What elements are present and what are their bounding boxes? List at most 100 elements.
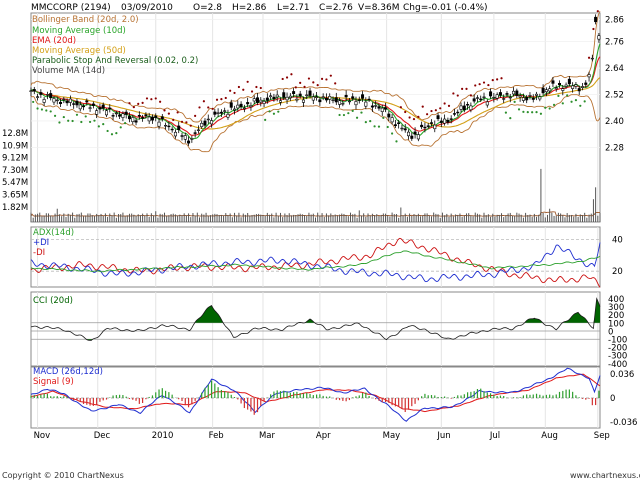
candle-body bbox=[170, 128, 174, 131]
candle-body bbox=[157, 121, 161, 127]
cci-tick-label: -100 bbox=[608, 336, 627, 346]
psar-dot bbox=[229, 89, 232, 92]
candle-body bbox=[413, 131, 417, 135]
price-tick-label: 2.64 bbox=[605, 64, 624, 74]
candle-body bbox=[377, 106, 381, 109]
psar-dot bbox=[202, 100, 205, 103]
candle-body bbox=[246, 102, 250, 105]
candle-body bbox=[233, 108, 237, 111]
psar-dot bbox=[325, 78, 328, 81]
psar-dot bbox=[88, 120, 92, 124]
candle-body bbox=[85, 100, 89, 103]
candle-body bbox=[216, 112, 220, 114]
legend-ma50: Moving Average (50d) bbox=[32, 46, 126, 56]
psar-dot bbox=[215, 98, 219, 101]
candle-body bbox=[272, 96, 276, 100]
cci-tick-label: 200 bbox=[608, 311, 624, 321]
candle-body bbox=[341, 103, 345, 105]
candle-body bbox=[144, 114, 148, 116]
candle-body bbox=[160, 116, 164, 119]
psar-dot bbox=[347, 112, 350, 115]
psar-dot bbox=[377, 125, 381, 128]
candle-body bbox=[137, 114, 141, 117]
candle-body bbox=[118, 114, 122, 117]
psar-dot bbox=[268, 110, 271, 113]
price-tick-label: 2.28 bbox=[605, 143, 624, 153]
quote-date: 03/09/2010 bbox=[121, 3, 173, 13]
candle-body bbox=[180, 135, 184, 137]
candle-body bbox=[475, 97, 479, 99]
candle-body bbox=[436, 115, 440, 120]
psar-dot bbox=[426, 113, 429, 116]
psar-dot bbox=[557, 94, 560, 97]
symbol-title: MMCCORP (2194) bbox=[31, 3, 111, 13]
psar-dot bbox=[500, 77, 503, 80]
cci-tick-label: 400 bbox=[608, 295, 624, 305]
psar-dot bbox=[566, 94, 569, 97]
candle-body bbox=[331, 99, 335, 102]
candle-body bbox=[403, 128, 407, 131]
candle-body bbox=[154, 115, 158, 118]
candle-body bbox=[88, 107, 92, 109]
psar-dot bbox=[71, 119, 74, 123]
candle-body bbox=[498, 92, 502, 96]
psar-dot bbox=[487, 83, 490, 87]
psar-dot bbox=[128, 102, 131, 105]
psar-dot bbox=[474, 84, 477, 87]
legend-cci: CCI (20d) bbox=[33, 296, 73, 306]
candle-body bbox=[124, 111, 128, 115]
psar-dot bbox=[189, 124, 192, 127]
psar-dot bbox=[522, 110, 525, 113]
psar-dot bbox=[224, 96, 227, 100]
candle-body bbox=[295, 98, 299, 101]
candle-body bbox=[344, 94, 348, 98]
psar-dot bbox=[338, 113, 341, 117]
candle-body bbox=[315, 96, 319, 98]
minus-di-line bbox=[30, 237, 601, 288]
candle-body bbox=[482, 96, 486, 98]
candle-body bbox=[114, 112, 118, 115]
candle-body bbox=[416, 134, 420, 140]
quote-open: O=2.8 bbox=[193, 3, 222, 13]
legend-plus-di: +DI bbox=[33, 238, 49, 248]
psar-dot bbox=[36, 107, 39, 110]
candle-body bbox=[68, 98, 72, 103]
quote-close: C=2.76 bbox=[319, 3, 353, 13]
candle-body bbox=[508, 96, 512, 99]
legend-signal: Signal (9) bbox=[33, 377, 74, 387]
candle-body bbox=[580, 86, 584, 88]
macd-tick-label: -0.036 bbox=[610, 418, 637, 428]
psar-dot bbox=[447, 104, 451, 107]
candle-body bbox=[282, 92, 286, 98]
candle-body bbox=[219, 111, 223, 114]
candle-body bbox=[462, 105, 466, 111]
candle-body bbox=[531, 97, 535, 100]
x-tick-label: Feb bbox=[209, 431, 224, 441]
candle-body bbox=[541, 87, 545, 94]
candle-body bbox=[535, 93, 539, 96]
candle-body bbox=[338, 100, 342, 105]
candle-body bbox=[200, 122, 204, 127]
cci-tick-label: 100 bbox=[608, 319, 624, 329]
candle-body bbox=[252, 98, 256, 102]
candle-body bbox=[318, 99, 322, 103]
psar-dot bbox=[469, 94, 472, 97]
x-tick-label: May bbox=[383, 431, 401, 441]
candle-body bbox=[367, 98, 371, 101]
psar-dot bbox=[185, 121, 188, 124]
candle-body bbox=[452, 113, 456, 115]
cci-area-lower bbox=[31, 339, 600, 341]
psar-dot bbox=[587, 56, 591, 59]
psar-dot bbox=[176, 111, 179, 114]
psar-dot bbox=[106, 129, 109, 133]
candle-body bbox=[262, 101, 266, 104]
candle-body bbox=[433, 124, 437, 130]
bollinger-upper-line bbox=[30, 10, 601, 123]
candle-body bbox=[193, 132, 197, 134]
candle-body bbox=[141, 117, 145, 119]
psar-dot bbox=[561, 102, 564, 105]
candle-body bbox=[285, 96, 289, 101]
psar-dot bbox=[264, 118, 267, 121]
candle-body bbox=[62, 98, 66, 101]
candle-body bbox=[39, 92, 43, 95]
